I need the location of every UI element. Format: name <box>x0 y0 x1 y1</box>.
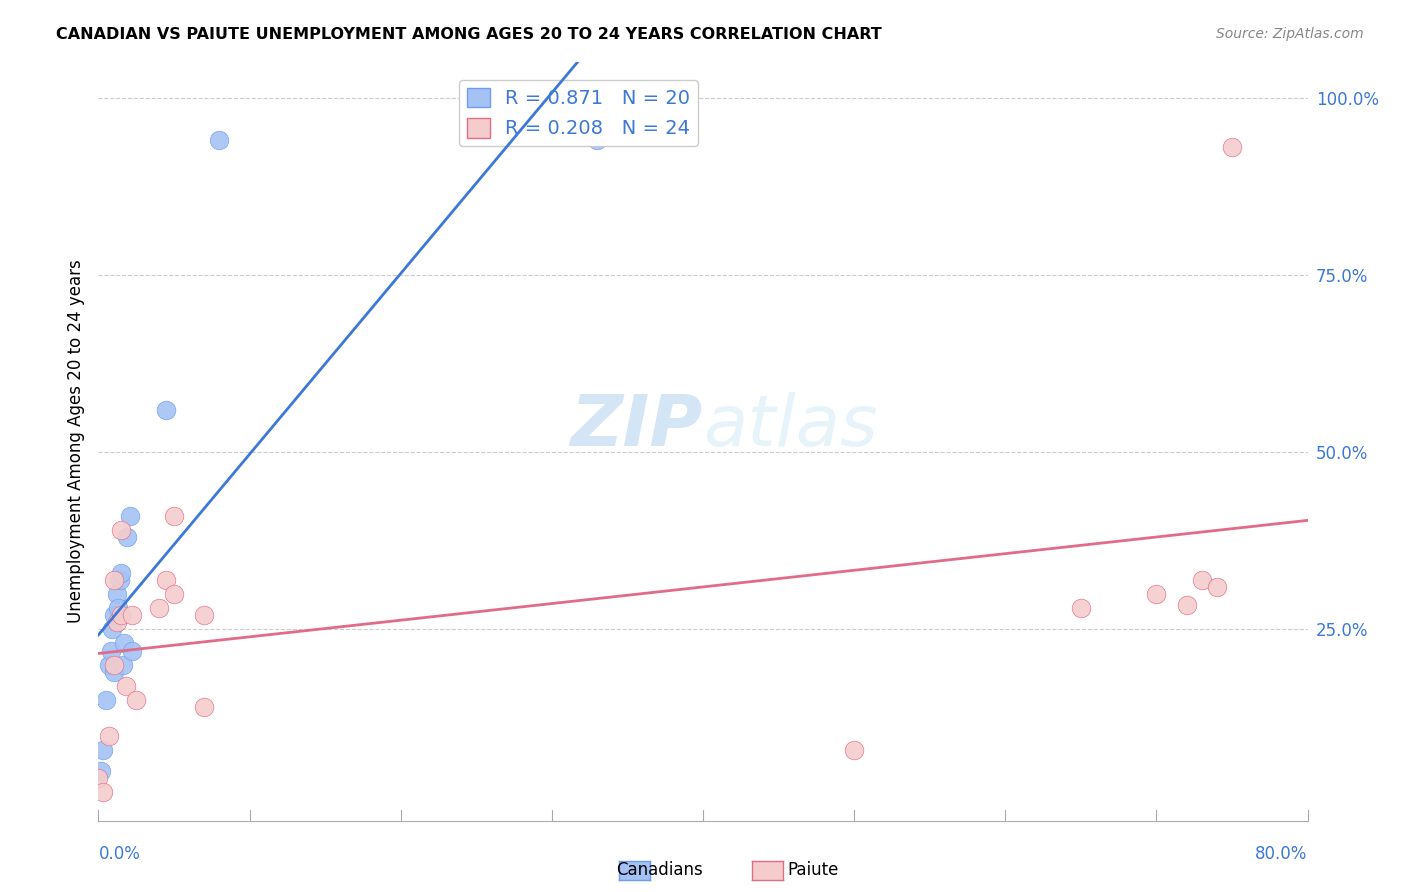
Point <box>121 643 143 657</box>
Point <box>103 657 125 672</box>
Point <box>1144 587 1167 601</box>
Point <box>193 700 215 714</box>
Text: Source: ZipAtlas.com: Source: ZipAtlas.com <box>1216 27 1364 41</box>
Point <box>91 785 114 799</box>
Point <box>208 133 231 147</box>
Point <box>844 743 866 757</box>
Point <box>155 402 177 417</box>
Point <box>105 615 128 630</box>
Text: Canadians: Canadians <box>616 861 703 879</box>
Point <box>121 608 143 623</box>
Text: 80.0%: 80.0% <box>1256 846 1308 863</box>
Point <box>103 665 125 679</box>
Point <box>1175 598 1198 612</box>
Point <box>111 657 134 672</box>
Point <box>163 508 186 523</box>
Point <box>98 657 121 672</box>
Point <box>148 601 170 615</box>
Point <box>90 764 112 778</box>
Legend: R = 0.871   N = 20, R = 0.208   N = 24: R = 0.871 N = 20, R = 0.208 N = 24 <box>458 79 699 146</box>
Text: ZIP: ZIP <box>571 392 703 461</box>
Point <box>105 587 128 601</box>
Point <box>110 566 132 580</box>
Point <box>125 693 148 707</box>
Point <box>110 608 132 623</box>
Point <box>98 729 121 743</box>
Point <box>115 530 138 544</box>
Point <box>100 643 122 657</box>
Point <box>193 608 215 623</box>
Point <box>108 573 131 587</box>
Point <box>1206 580 1229 594</box>
Point <box>163 587 186 601</box>
Text: CANADIAN VS PAIUTE UNEMPLOYMENT AMONG AGES 20 TO 24 YEARS CORRELATION CHART: CANADIAN VS PAIUTE UNEMPLOYMENT AMONG AG… <box>56 27 882 42</box>
Point <box>103 573 125 587</box>
Y-axis label: Unemployment Among Ages 20 to 24 years: Unemployment Among Ages 20 to 24 years <box>66 260 84 624</box>
Point <box>94 693 117 707</box>
Point <box>120 508 142 523</box>
Point <box>91 743 114 757</box>
Point <box>586 133 609 147</box>
Text: 0.0%: 0.0% <box>98 846 141 863</box>
Point <box>103 608 125 623</box>
Point <box>112 636 135 650</box>
Text: atlas: atlas <box>703 392 877 461</box>
Point <box>110 523 132 537</box>
Point <box>87 771 110 785</box>
Point <box>155 573 177 587</box>
Text: Paiute: Paiute <box>787 861 839 879</box>
Point <box>1070 601 1092 615</box>
Point <box>114 679 136 693</box>
Point <box>1191 573 1213 587</box>
Point <box>101 623 124 637</box>
Point <box>1220 140 1243 154</box>
Point <box>107 601 129 615</box>
